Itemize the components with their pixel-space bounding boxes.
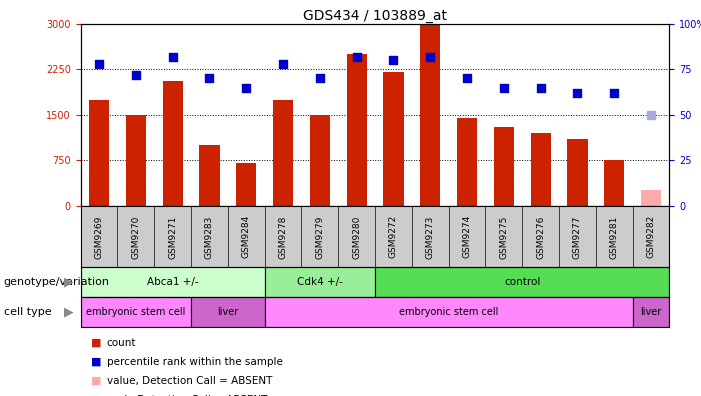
Text: count: count: [107, 337, 136, 348]
Text: GSM9281: GSM9281: [610, 215, 619, 259]
Text: cell type: cell type: [4, 307, 51, 317]
Point: [93, 61, 104, 67]
Point: [646, 112, 657, 118]
Text: Abca1 +/-: Abca1 +/-: [147, 277, 198, 287]
Text: GSM9280: GSM9280: [352, 215, 361, 259]
Text: liver: liver: [217, 307, 238, 317]
Text: GSM9272: GSM9272: [389, 215, 398, 258]
Point: [130, 72, 142, 78]
Point: [167, 53, 178, 60]
Point: [498, 84, 510, 91]
Bar: [125, 115, 146, 206]
Text: GSM9269: GSM9269: [95, 215, 104, 259]
Text: GSM9274: GSM9274: [463, 215, 472, 258]
Text: GSM9276: GSM9276: [536, 215, 545, 259]
Text: ■: ■: [91, 394, 102, 396]
Bar: [163, 82, 183, 206]
Bar: [81, 267, 265, 297]
Text: GSM9283: GSM9283: [205, 215, 214, 259]
Bar: [641, 190, 661, 206]
Bar: [265, 297, 632, 327]
Text: embryonic stem cell: embryonic stem cell: [399, 307, 498, 317]
Point: [535, 84, 546, 91]
Point: [461, 75, 472, 82]
Text: percentile rank within the sample: percentile rank within the sample: [107, 356, 283, 367]
Text: GSM9277: GSM9277: [573, 215, 582, 259]
Text: rank, Detection Call = ABSENT: rank, Detection Call = ABSENT: [107, 394, 267, 396]
Text: GSM9273: GSM9273: [426, 215, 435, 259]
Bar: [236, 164, 257, 206]
Text: GSM9271: GSM9271: [168, 215, 177, 259]
Title: GDS434 / 103889_at: GDS434 / 103889_at: [303, 9, 447, 23]
Text: value, Detection Call = ABSENT: value, Detection Call = ABSENT: [107, 375, 272, 386]
Point: [608, 90, 620, 96]
Point: [204, 75, 215, 82]
Bar: [199, 145, 219, 206]
Text: ▶: ▶: [64, 276, 74, 289]
Bar: [457, 118, 477, 206]
Text: GSM9279: GSM9279: [315, 215, 325, 259]
Text: GSM9270: GSM9270: [131, 215, 140, 259]
Bar: [273, 100, 293, 206]
Text: ▶: ▶: [64, 305, 74, 318]
Bar: [531, 133, 551, 206]
Text: liver: liver: [641, 307, 662, 317]
Bar: [604, 160, 625, 206]
Text: ■: ■: [91, 356, 102, 367]
Bar: [383, 72, 404, 206]
Text: Cdk4 +/-: Cdk4 +/-: [297, 277, 343, 287]
Bar: [375, 267, 669, 297]
Point: [240, 84, 252, 91]
Bar: [632, 297, 669, 327]
Text: control: control: [504, 277, 540, 287]
Point: [388, 57, 399, 63]
Text: embryonic stem cell: embryonic stem cell: [86, 307, 186, 317]
Point: [425, 53, 436, 60]
Point: [351, 53, 362, 60]
Text: GSM9275: GSM9275: [499, 215, 508, 259]
Bar: [81, 297, 191, 327]
Bar: [265, 267, 375, 297]
Text: ■: ■: [91, 337, 102, 348]
Bar: [89, 100, 109, 206]
Point: [314, 75, 325, 82]
Bar: [310, 115, 330, 206]
Text: ■: ■: [91, 375, 102, 386]
Bar: [567, 139, 587, 206]
Bar: [346, 54, 367, 206]
Bar: [494, 127, 514, 206]
Bar: [420, 25, 440, 206]
Point: [278, 61, 289, 67]
Text: GSM9282: GSM9282: [646, 215, 655, 258]
Text: GSM9278: GSM9278: [278, 215, 287, 259]
Text: GSM9284: GSM9284: [242, 215, 251, 258]
Bar: [191, 297, 264, 327]
Point: [572, 90, 583, 96]
Text: genotype/variation: genotype/variation: [4, 277, 109, 287]
